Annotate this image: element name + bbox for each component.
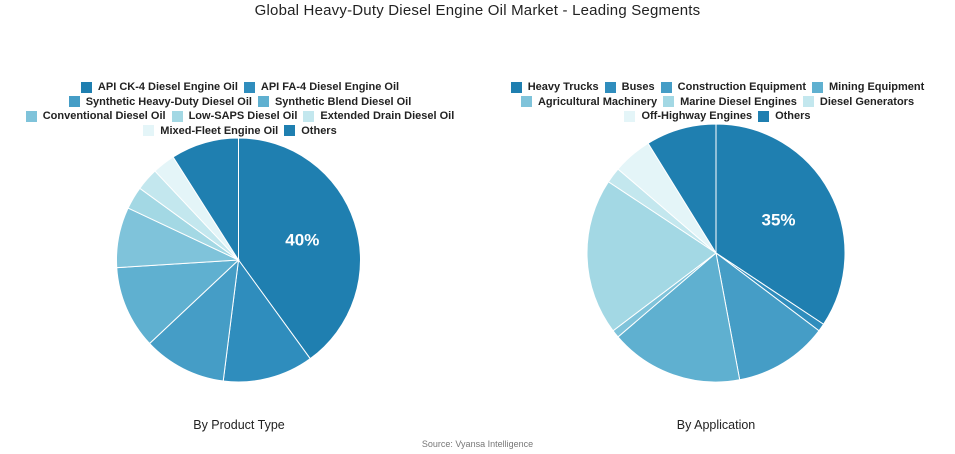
legend-swatch	[257, 96, 269, 108]
legend-label: Mining Equipment	[828, 81, 925, 94]
legend-item[interactable]: Mining Equipment	[811, 81, 925, 94]
legend-label: Others	[775, 110, 811, 123]
legend-item[interactable]: Heavy Trucks	[510, 81, 599, 94]
legend-row: Mixed-Fleet Engine Oil Others	[140, 124, 339, 139]
legend-swatch	[80, 81, 92, 93]
legend-swatch	[660, 81, 672, 93]
legend-swatch	[68, 96, 80, 108]
legend-label: API CK-4 Diesel Engine Oil	[97, 81, 238, 94]
legend-swatch	[284, 125, 296, 137]
subtitle-application: By Application	[676, 418, 756, 432]
legend-item[interactable]: Others	[758, 110, 811, 123]
pie-slice-synthetic-blend-diesel-oil[interactable]	[116, 259, 240, 345]
legend-item[interactable]: API CK-4 Diesel Engine Oil	[80, 81, 238, 94]
legend-row: Synthetic Heavy-Duty Diesel Oil Synthetic…	[66, 95, 415, 110]
legend-item[interactable]: Low-SAPS Diesel Oil	[171, 110, 298, 123]
legend-row: Off-Highway Engines Others	[621, 109, 813, 124]
legend-swatch	[143, 125, 155, 137]
legend-label: Synthetic Heavy-Duty Diesel Oil	[85, 95, 252, 108]
legend-label: Diesel Generators	[819, 95, 915, 108]
legend-label: Mixed-Fleet Engine Oil	[160, 124, 279, 137]
source-note: Source: Vyansa Intelligence	[421, 439, 534, 449]
subtitle-product-type: By Product Type	[193, 418, 285, 432]
legend-swatch	[171, 110, 183, 122]
legend-item[interactable]: API FA-4 Diesel Engine Oil	[243, 81, 400, 94]
legend-swatch	[624, 110, 636, 122]
pie-slice-marine-diesel-engines[interactable]	[586, 181, 717, 332]
legend-item[interactable]: Construction Equipment	[660, 81, 806, 94]
legend-item[interactable]: Conventional Diesel Oil	[25, 110, 166, 123]
legend-label: Conventional Diesel Oil	[42, 110, 166, 123]
legend-swatch	[663, 96, 675, 108]
pie-slice-api-ck-4-diesel-engine-oil[interactable]	[238, 137, 361, 360]
legend-label: API FA-4 Diesel Engine Oil	[260, 81, 400, 94]
legend-label: Marine Diesel Engines	[680, 95, 797, 108]
legend-swatch	[758, 110, 770, 122]
legend-swatch	[25, 110, 37, 122]
legend-row: Heavy Trucks Buses Construction Equipment M…	[508, 80, 928, 95]
pie-slice-api-fa-4-diesel-engine-oil[interactable]	[222, 258, 311, 383]
legend-item[interactable]: Mixed-Fleet Engine Oil	[143, 125, 278, 137]
legend-swatch	[604, 81, 616, 93]
pie-slice-mining-equipment[interactable]	[617, 252, 741, 383]
legend-item[interactable]: Synthetic Blend Diesel Oil	[257, 95, 412, 108]
legend-item[interactable]: Agricultural Machinery	[520, 95, 658, 108]
chart-title: Global Heavy-Duty Diesel Engine Oil Mark…	[254, 2, 701, 19]
legend-label: Low-SAPS Diesel Oil	[188, 110, 298, 123]
legend-item[interactable]: Off-Highway Engines	[624, 110, 752, 122]
legend-item[interactable]: Synthetic Heavy-Duty Diesel Oil	[68, 95, 252, 108]
legend-item[interactable]: Buses	[604, 81, 655, 94]
legend-swatch	[802, 96, 814, 108]
legend-label: Construction Equipment	[677, 81, 806, 94]
legend-item[interactable]: Diesel Generators	[802, 95, 915, 108]
legend-swatch	[520, 96, 532, 108]
legend-row: Agricultural Machinery Marine Diesel Engi…	[518, 95, 917, 110]
legend-label: Synthetic Blend Diesel Oil	[274, 95, 412, 108]
legend-swatch	[811, 81, 823, 93]
legend-label: Heavy Trucks	[527, 81, 599, 94]
legend-swatch	[303, 110, 315, 122]
pie-data-label: 40%	[285, 230, 319, 249]
legend-item[interactable]: Others	[284, 124, 337, 137]
legend-swatch	[243, 81, 255, 93]
legend-label: Agricultural Machinery	[537, 95, 658, 108]
pie-slice-others[interactable]	[172, 137, 239, 262]
pie-slice-synthetic-heavy-duty-diesel-oil[interactable]	[148, 258, 240, 382]
legend-product-type: API CK-4 Diesel Engine Oil API FA-4 Diese…	[10, 80, 470, 138]
legend-swatch	[510, 81, 522, 93]
pie-data-label: 35%	[761, 210, 795, 229]
legend-label: Extended Drain Diesel Oil	[320, 110, 455, 123]
legend-application: Heavy Trucks Buses Construction Equipment M…	[485, 80, 950, 124]
legend-label: Off-Highway Engines	[641, 110, 753, 123]
legend-label: Buses	[621, 81, 655, 94]
legend-item[interactable]: Marine Diesel Engines	[663, 96, 797, 108]
pie-slice-others[interactable]	[647, 123, 717, 255]
pie-slice-construction-equipment[interactable]	[715, 251, 820, 381]
legend-row: Conventional Diesel Oil Low-SAPS Diesel O…	[23, 109, 458, 124]
legend-item[interactable]: Extended Drain Diesel Oil	[303, 110, 454, 122]
legend-row: API CK-4 Diesel Engine Oil API FA-4 Diese…	[78, 80, 402, 95]
legend-label: Others	[301, 124, 337, 137]
